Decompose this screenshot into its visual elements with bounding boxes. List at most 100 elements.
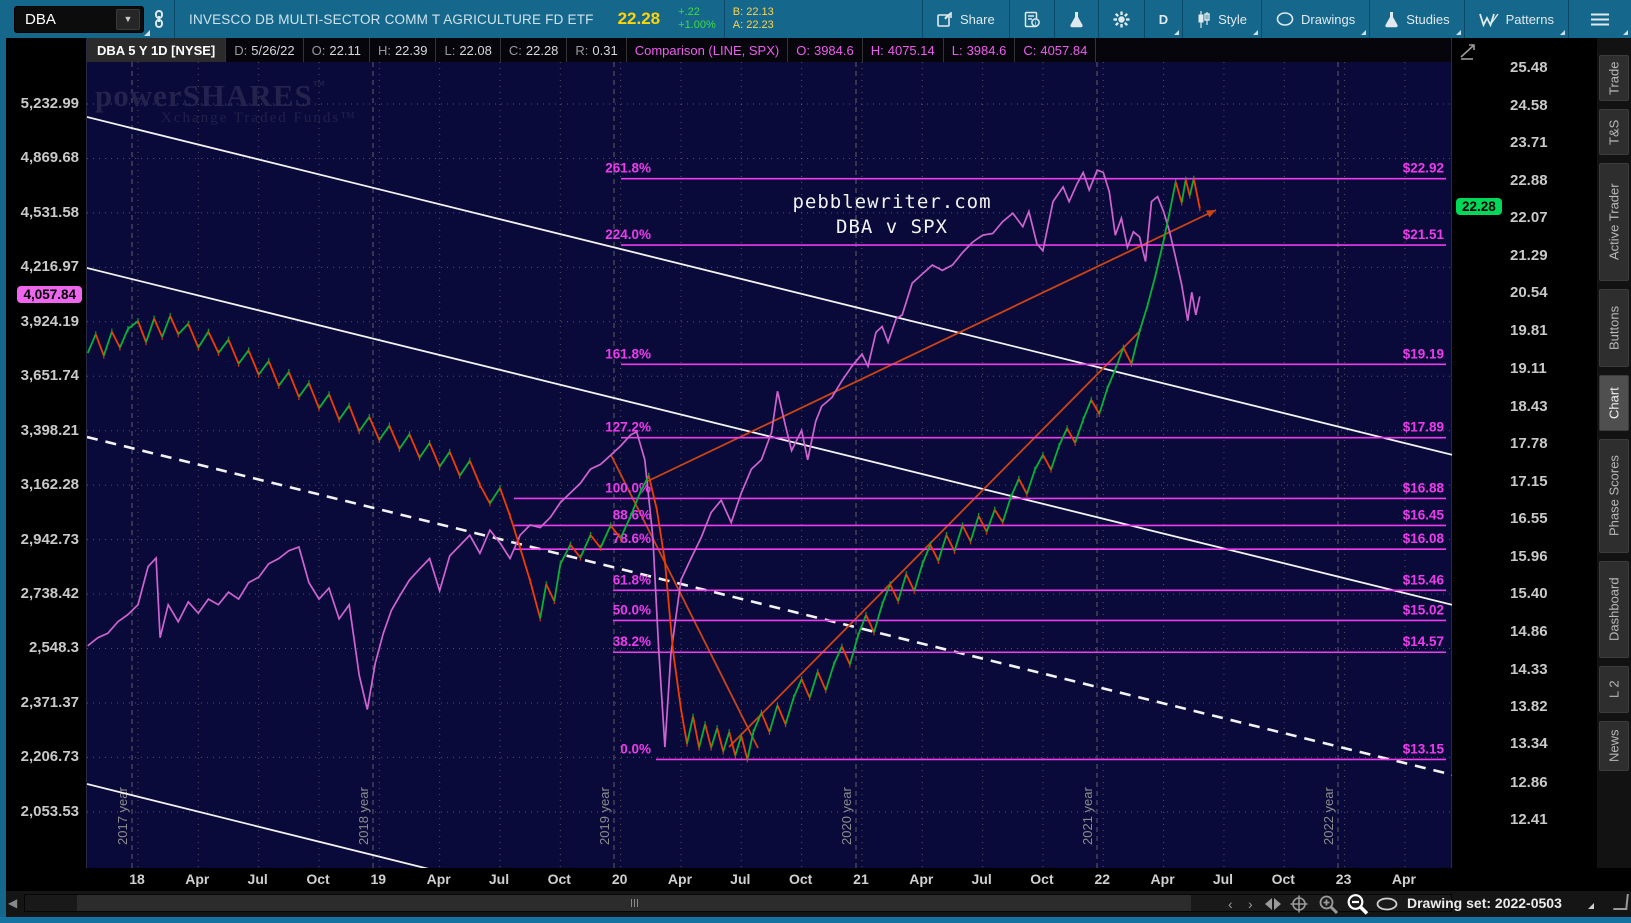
dba-candle-segment — [1184, 179, 1191, 196]
time-axis-tick: 19 — [370, 871, 387, 887]
resize-grip-icon[interactable] — [1613, 894, 1629, 910]
dba-candle-segment — [338, 404, 350, 421]
instrument-name: INVESCO DB MULTI-SECTOR COMM T AGRICULTU… — [189, 11, 594, 27]
dba-candle-segment — [897, 573, 908, 602]
dba-candle-segment — [921, 544, 932, 565]
dba-candle-segment — [119, 328, 129, 348]
gear-icon[interactable] — [1099, 0, 1144, 38]
zoom-in-icon[interactable] — [1318, 892, 1339, 916]
dba-candle-segment — [716, 727, 725, 752]
dba-candle-segment — [1168, 181, 1177, 213]
dba-candle-segment — [1106, 368, 1117, 389]
spx-axis-tick: 2,053.53 — [20, 802, 79, 820]
dba-candle-segment — [1114, 347, 1125, 370]
tab-buttons[interactable]: Buttons — [1599, 289, 1629, 367]
dba-candle-segment — [378, 424, 391, 441]
drawing-set-status[interactable]: Drawing set: 2022-0503 — [1407, 895, 1562, 911]
time-axis[interactable]: 18 Apr Jul Oct 19 Apr Jul Oct 20 Apr Jul Oct 21 Apr Ju… — [6, 868, 1631, 891]
dba-candle-segment — [740, 735, 749, 760]
dba-candle-segment — [237, 349, 250, 365]
dba-candle-segment — [217, 339, 230, 354]
drawing-set-dropdown-icon[interactable] — [1588, 903, 1594, 909]
dba-candle-segment — [647, 475, 658, 510]
dba-candle-segment — [197, 331, 210, 349]
spx-price-axis[interactable]: 5,232.99 4,869.68 4,531.58 4,216.97 3,924.19… — [6, 38, 86, 868]
dba-axis-tick: 21.29 — [1510, 246, 1548, 264]
dba-candle-segment — [438, 451, 451, 468]
change-percent: +1.00% — [678, 19, 716, 31]
dba-axis-tick: 24.58 — [1510, 96, 1548, 114]
scroll-left-icon[interactable]: ◀ — [8, 896, 18, 910]
dba-candle-segment — [153, 318, 163, 338]
menu-icon[interactable] — [1569, 0, 1631, 38]
axis-tools-icon[interactable] — [1460, 42, 1482, 60]
chevron-down-icon[interactable]: ▼ — [116, 8, 140, 30]
zoom-out-icon[interactable] — [1346, 892, 1369, 916]
drawings-button[interactable]: Drawings — [1262, 0, 1369, 38]
dba-candle-segment — [849, 635, 859, 665]
fib-percent-label: 100.0% — [605, 480, 651, 495]
dba-candle-segment — [816, 671, 827, 691]
dba-axis-tick: 22.07 — [1510, 209, 1548, 227]
dba-price-axis[interactable]: 25.48 24.58 23.71 22.88 22.07 21.29 20.54 19.81… — [1452, 38, 1597, 868]
time-axis-tick: Apr — [909, 871, 934, 887]
chart-scrollbar[interactable] — [24, 894, 1452, 912]
spx-axis-tick: 2,371.37 — [20, 693, 79, 711]
tab-chart[interactable]: Chart — [1599, 375, 1629, 431]
dba-candle-segment — [278, 371, 290, 387]
timeframe-button[interactable]: D — [1145, 0, 1182, 38]
dba-candle-segment — [889, 583, 899, 602]
analysis-flask-icon[interactable] — [1055, 0, 1098, 38]
dba-candle-segment — [881, 583, 891, 605]
dba-axis-tick: 12.41 — [1510, 810, 1548, 828]
page-right-icon[interactable]: › — [1248, 896, 1253, 912]
right-sidebar-tabs: Trade T&S Active Trader Buttons Chart Phase S… — [1597, 38, 1631, 891]
dba-candle-segment — [993, 509, 1004, 523]
divider — [1369, 0, 1371, 38]
dba-candle-segment — [553, 564, 562, 602]
time-axis-tick: Jul — [247, 871, 268, 887]
fib-price-label: $17.89 — [1403, 420, 1444, 435]
year-label: 2021 year — [1080, 787, 1095, 845]
tab-t-s[interactable]: T&S — [1599, 109, 1629, 155]
spx-comparison-line — [87, 168, 1201, 748]
spx-axis-tick: 4,531.58 — [20, 203, 79, 221]
divider — [1568, 0, 1569, 38]
lasso-ellipse-icon[interactable] — [1376, 892, 1398, 916]
page-left-icon[interactable]: ‹ — [1228, 896, 1233, 912]
tab-dashboard[interactable]: Dashboard — [1599, 561, 1629, 658]
chart-plot-svg[interactable]: 2017 year 2018 year 2019 year 2020 year 2021… — [87, 38, 1453, 868]
ohlc-field: D: 5/26/22 — [226, 38, 304, 62]
dba-axis-tick: 20.54 — [1510, 284, 1548, 302]
dba-candle-segment — [298, 382, 310, 398]
share-button[interactable]: Share — [923, 0, 1009, 38]
dba-candle-segment — [539, 584, 548, 619]
dba-candle-segment — [857, 614, 867, 637]
divider — [723, 0, 725, 38]
dba-axis-tick: 12.86 — [1510, 773, 1548, 791]
fib-price-label: $22.92 — [1403, 161, 1444, 176]
expand-horizontal-icon[interactable] — [1264, 892, 1282, 916]
dba-candle-segment — [937, 534, 948, 562]
fib-price-label: $16.88 — [1403, 480, 1445, 495]
studies-button[interactable]: Studies — [1370, 0, 1463, 38]
window-frame-bottom — [0, 917, 1631, 923]
style-button[interactable]: Style — [1183, 0, 1261, 38]
news-icon[interactable]: i — [1010, 0, 1054, 38]
pan-icon[interactable] — [1290, 892, 1308, 916]
tab-phase-scores[interactable]: Phase Scores — [1599, 439, 1629, 553]
scrollbar-handle[interactable] — [77, 895, 1191, 911]
symbol-dropdown[interactable]: DBA ▼ — [14, 5, 150, 36]
patterns-button[interactable]: Patterns — [1465, 0, 1568, 38]
link-channel-icon[interactable] — [144, 0, 174, 38]
dba-candle-segment — [619, 515, 632, 539]
tab-trade[interactable]: Trade — [1599, 55, 1629, 101]
tab-news[interactable]: News — [1599, 721, 1629, 771]
fib-percent-label: 261.8% — [605, 161, 651, 176]
chart-canvas[interactable]: DBA 5 Y 1D [NYSE] D: 5/26/22 O: 22.11 H: 22.3… — [86, 38, 1453, 868]
dba-candle-segment — [1146, 274, 1157, 306]
tab-l-2[interactable]: L 2 — [1599, 666, 1629, 713]
tab-active-trader[interactable]: Active Trader — [1599, 163, 1629, 281]
dba-candle-segment — [1122, 347, 1133, 365]
time-axis-tick: 20 — [611, 871, 628, 887]
